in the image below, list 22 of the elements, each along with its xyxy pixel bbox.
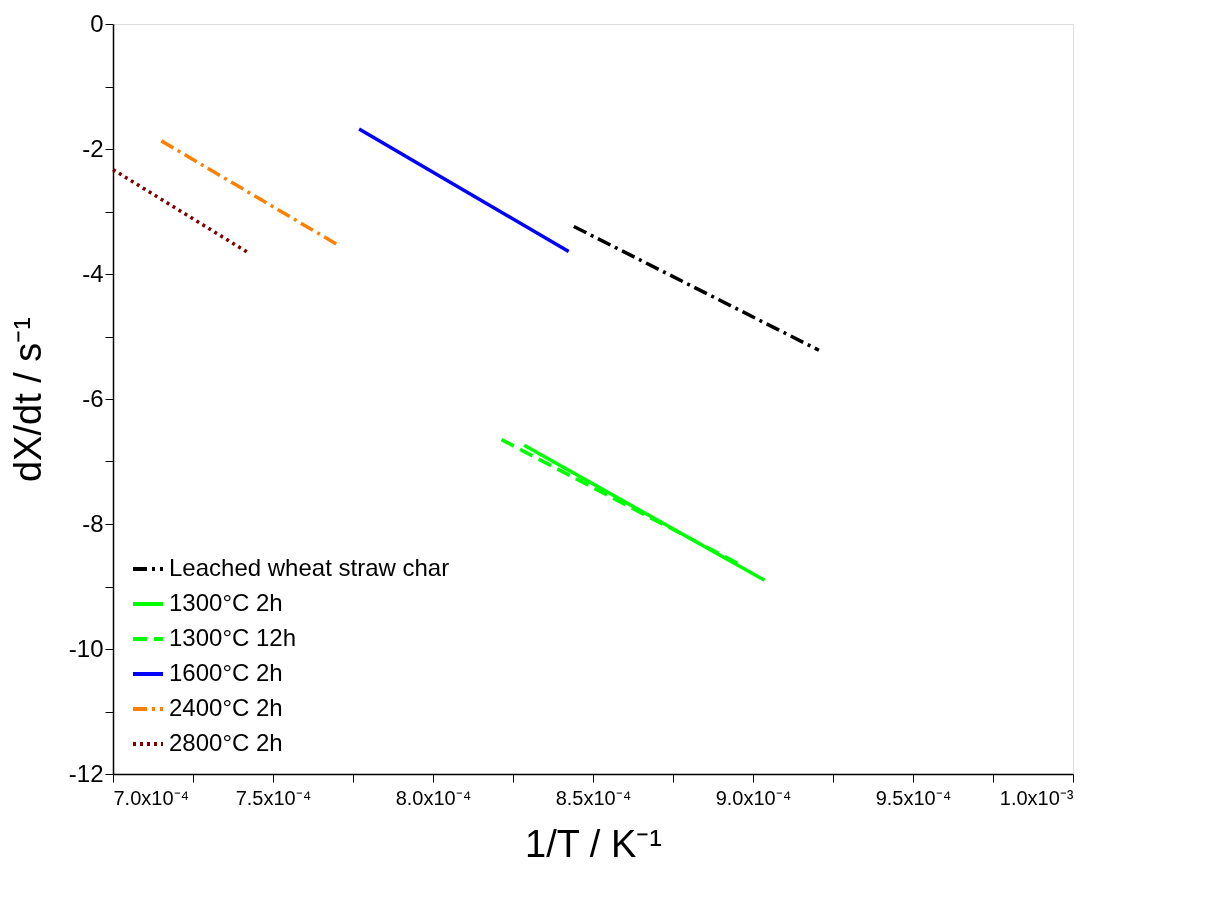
y-tick-label: -10 bbox=[68, 634, 104, 662]
x-tick-label: 9.0x10⁻⁴ bbox=[715, 786, 792, 809]
x-tick-label: 7.0x10⁻⁴ bbox=[113, 786, 190, 809]
y-tick-label: -2 bbox=[82, 134, 104, 162]
x-tick-label: 9.5x10⁻⁴ bbox=[875, 786, 952, 809]
legend-label: 1300°C 12h bbox=[169, 624, 297, 651]
y-tick-label: 0 bbox=[90, 9, 104, 37]
y-tick-label: -4 bbox=[82, 259, 104, 287]
y-tick-label: -8 bbox=[82, 509, 104, 537]
x-axis-title: 1/T / K⁻¹ bbox=[525, 822, 662, 865]
y-tick-label: -6 bbox=[82, 384, 104, 412]
legend-label: 1300°C 2h bbox=[169, 589, 283, 616]
legend-label: 2800°C 2h bbox=[169, 729, 283, 756]
legend-label: Leached wheat straw char bbox=[169, 554, 450, 581]
x-tick-label: 8.0x10⁻⁴ bbox=[395, 786, 472, 809]
legend-label: 1600°C 2h bbox=[169, 659, 283, 686]
y-axis-title: dX/dt / s⁻¹ bbox=[6, 316, 49, 483]
x-tick-label: 7.5x10⁻⁴ bbox=[235, 786, 312, 809]
y-tick-label: -12 bbox=[68, 759, 104, 787]
legend-label: 2400°C 2h bbox=[169, 694, 283, 721]
x-tick-label: 8.5x10⁻⁴ bbox=[555, 786, 632, 809]
x-tick-label: 1.0x10⁻³ bbox=[999, 786, 1074, 809]
